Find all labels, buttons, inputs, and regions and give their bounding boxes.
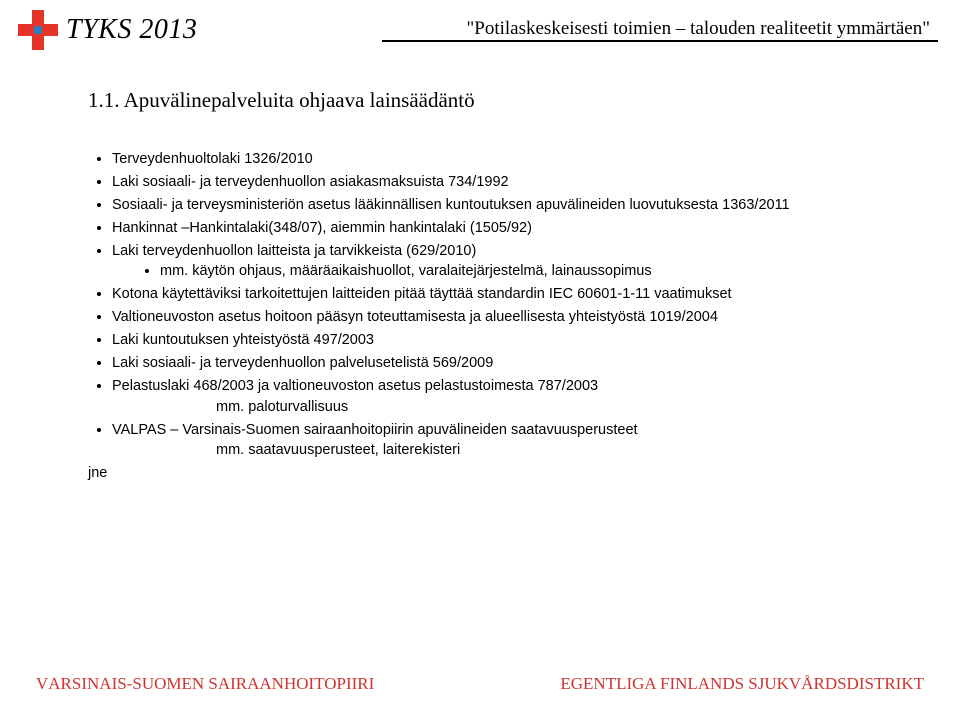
slide-header: TYKS 2013 "Potilaskeskeisesti toimien – … — [0, 0, 960, 64]
list-item-text: VALPAS – Varsinais-Suomen sairaanhoitopi… — [112, 422, 638, 438]
list-item-text: Laki sosiaali- ja terveydenhuollon palve… — [112, 355, 493, 371]
list-item: Kotona käytettäviksi tarkoitettujen lait… — [112, 284, 920, 305]
brand-name: TYKS — [66, 14, 132, 45]
footer-right-cap: E — [560, 674, 570, 693]
list-item: Valtioneuvoston asetus hoitoon pääsyn to… — [112, 307, 920, 328]
list-item-text: Terveydenhuoltolaki 1326/2010 — [112, 151, 313, 167]
closing-text: jne — [88, 465, 920, 481]
footer-right-sc2: INLANDS SJUKVÅRDSDISTRIKT — [669, 674, 924, 693]
bullet-list: Terveydenhuoltolaki 1326/2010 Laki sosia… — [88, 149, 920, 461]
red-cross-icon — [18, 10, 58, 50]
footer-right: EGENTLIGA FINLANDS SJUKVÅRDSDISTRIKT — [560, 674, 924, 694]
list-item: Laki sosiaali- ja terveydenhuollon asiak… — [112, 172, 920, 193]
list-item: Laki kuntoutuksen yhteistyöstä 497/2003 — [112, 330, 920, 351]
section-title: 1.1. Apuvälinepalveluita ohjaava lainsää… — [88, 88, 920, 113]
list-item: Sosiaali- ja terveysministeriön asetus l… — [112, 195, 920, 216]
brand-logo: TYKS 2013 — [18, 10, 197, 50]
slide-body: 1.1. Apuvälinepalveluita ohjaava lainsää… — [88, 88, 920, 481]
slide-page: TYKS 2013 "Potilaskeskeisesti toimien – … — [0, 0, 960, 716]
brand-year: 2013 — [139, 14, 197, 45]
list-item: Laki sosiaali- ja terveydenhuollon palve… — [112, 353, 920, 374]
list-item: Hankinnat –Hankintalaki(348/07), aiemmin… — [112, 218, 920, 239]
list-item: Terveydenhuoltolaki 1326/2010 — [112, 149, 920, 170]
footer-left-sc2: UOMEN SAIRAANHOITOPIIRI — [142, 674, 375, 693]
section-number: 1.1. — [88, 88, 120, 112]
sub-list-item: mm. käytön ohjaus, määräaikaishuollot, v… — [160, 261, 920, 282]
footer-left: VARSINAIS-SUOMEN SAIRAANHOITOPIIRI — [36, 674, 374, 694]
sub-list-item-text: mm. käytön ohjaus, määräaikaishuollot, v… — [160, 263, 652, 279]
footer-right-sc1: GENTLIGA — [571, 674, 660, 693]
cross-horizontal — [18, 24, 58, 36]
footer-left-cap2: S — [132, 674, 141, 693]
slide-footer: VARSINAIS-SUOMEN SAIRAANHOITOPIIRI EGENT… — [0, 670, 960, 698]
footer-left-sc1: ARSINAIS- — [48, 674, 132, 693]
sub-list: mm. käytön ohjaus, määräaikaishuollot, v… — [112, 261, 920, 282]
inset-note: mm. saatavuusperusteet, laiterekisteri — [112, 440, 920, 461]
inset-note: mm. paloturvallisuus — [112, 397, 920, 418]
list-item: VALPAS – Varsinais-Suomen sairaanhoitopi… — [112, 420, 920, 462]
section-title-text: Apuvälinepalveluita ohjaava lainsäädäntö — [124, 88, 475, 112]
list-item-text: Hankinnat –Hankintalaki(348/07), aiemmin… — [112, 220, 532, 236]
list-item: Laki terveydenhuollon laitteista ja tarv… — [112, 241, 920, 283]
list-item-text: Laki terveydenhuollon laitteista ja tarv… — [112, 243, 476, 259]
list-item-text: Valtioneuvoston asetus hoitoon pääsyn to… — [112, 309, 718, 325]
list-item-text: Sosiaali- ja terveysministeriön asetus l… — [112, 197, 790, 213]
brand-text: TYKS 2013 — [66, 14, 197, 46]
list-item-text: Kotona käytettäviksi tarkoitettujen lait… — [112, 286, 732, 302]
footer-left-cap: V — [36, 674, 48, 693]
list-item: Pelastuslaki 468/2003 ja valtioneuvoston… — [112, 376, 920, 418]
list-item-text: Pelastuslaki 468/2003 ja valtioneuvoston… — [112, 378, 598, 394]
list-item-text: Laki sosiaali- ja terveydenhuollon asiak… — [112, 174, 509, 190]
header-rule — [382, 40, 938, 42]
list-item-text: Laki kuntoutuksen yhteistyöstä 497/2003 — [112, 332, 374, 348]
